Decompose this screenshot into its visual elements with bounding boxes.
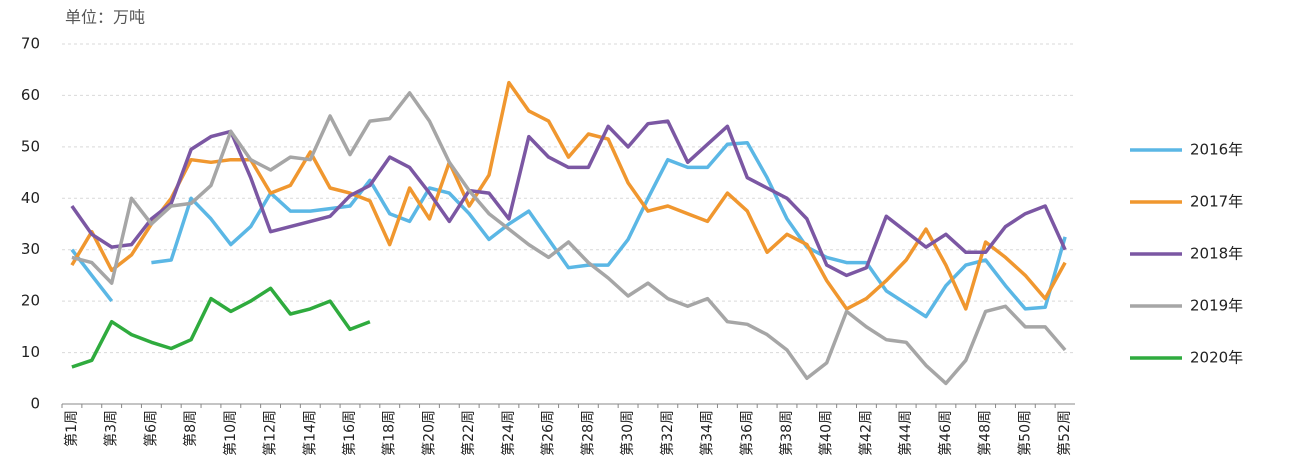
y-tick-label: 60 (21, 86, 40, 104)
x-tick-label: 第36周 (738, 410, 755, 456)
x-tick-label: 第16周 (341, 410, 358, 456)
x-tick-label: 第18周 (381, 410, 398, 456)
x-tick-label: 第1周 (63, 410, 80, 447)
x-tick-label: 第48周 (977, 410, 994, 456)
series-line (70, 80, 1067, 311)
x-tick-label: 第46周 (937, 410, 954, 456)
series-line (70, 119, 1067, 278)
x-tick-label: 第52周 (1056, 410, 1073, 456)
x-tick-label: 第30周 (619, 410, 636, 456)
y-tick-label: 40 (21, 189, 40, 207)
legend-label: 2017年 (1190, 193, 1243, 211)
x-tick-label: 第40周 (818, 410, 835, 456)
x-tick-label: 第24周 (500, 410, 517, 456)
x-tick-label: 第42周 (857, 410, 874, 456)
x-tick-label: 第50周 (1016, 410, 1033, 456)
x-tick-label: 第8周 (182, 410, 199, 447)
x-tick-label: 第34周 (699, 410, 716, 456)
legend-label: 2020年 (1190, 349, 1243, 367)
x-tick-label: 第26周 (540, 410, 557, 456)
x-tick-label: 第28周 (579, 410, 596, 456)
unit-label: 单位：万吨 (65, 8, 145, 27)
x-tick-label: 第20周 (420, 410, 437, 456)
x-tick-label: 第38周 (778, 410, 795, 456)
y-tick-label: 10 (21, 343, 40, 361)
x-tick-label: 第6周 (142, 410, 159, 447)
series-line (71, 286, 371, 369)
y-tick-label: 50 (21, 137, 40, 155)
series-line (71, 91, 1067, 386)
y-tick-label: 30 (21, 240, 40, 258)
x-tick-label: 第3周 (103, 410, 120, 447)
x-tick-label: 第32周 (659, 410, 676, 456)
x-tick-label: 第10周 (222, 410, 239, 456)
y-tick-label: 70 (21, 35, 40, 53)
x-tick-label: 第12周 (262, 410, 279, 456)
legend-label: 2018年 (1190, 245, 1243, 263)
legend-label: 2016年 (1190, 141, 1243, 159)
y-tick-label: 0 (30, 395, 40, 413)
y-tick-label: 20 (21, 292, 40, 310)
x-tick-label: 第44周 (897, 410, 914, 456)
legend-label: 2019年 (1190, 297, 1243, 315)
x-tick-label: 第22周 (460, 410, 477, 456)
x-tick-label: 第14周 (301, 410, 318, 456)
